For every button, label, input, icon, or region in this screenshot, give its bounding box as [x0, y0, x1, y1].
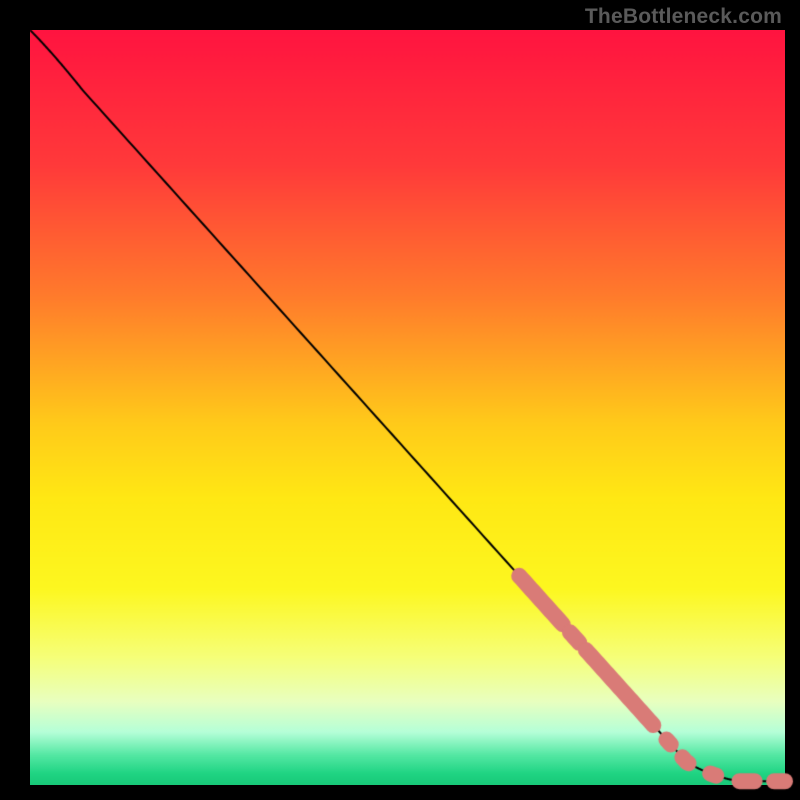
watermark-text: TheBottleneck.com: [585, 5, 782, 29]
curve-and-markers-layer: [0, 0, 800, 800]
chart-stage: TheBottleneck.com: [0, 0, 800, 800]
